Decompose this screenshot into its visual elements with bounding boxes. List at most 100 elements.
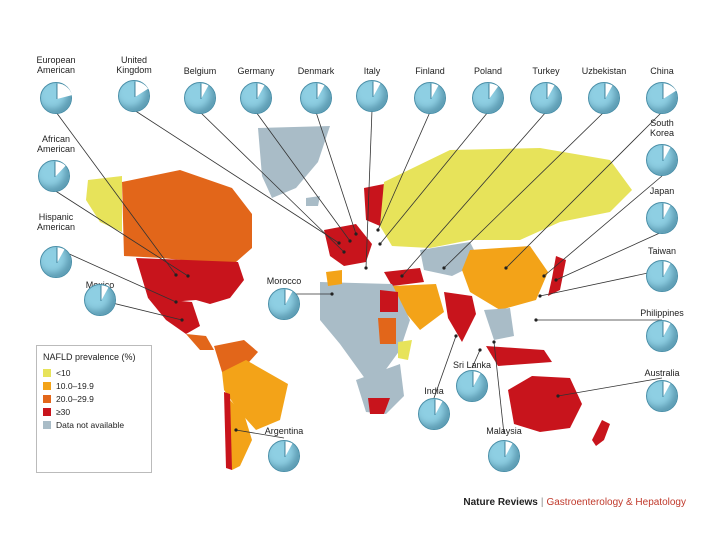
pie-label: Morocco [266,276,302,286]
pie-chart [488,440,520,472]
pie-chart [268,288,300,320]
pie-chart [240,82,272,114]
region-russia [380,148,632,248]
pie-slice [285,289,293,305]
region-new-zealand [592,420,610,446]
legend-item-10-20: 10.0–19.9 [43,380,145,392]
pie-chart [646,202,678,234]
pie-label: African American [36,134,76,154]
region-usa [136,258,244,304]
region-alaska [86,176,122,232]
pie-chart [472,82,504,114]
pie-label: Taiwan [647,246,677,256]
pie-label: Belgium [183,66,217,76]
journal-section: Gastroenterology & Hepatology [546,497,686,508]
pie-slice [663,381,671,397]
pie-chart [38,160,70,192]
region-south-africa [368,398,390,414]
pie-chart [84,284,116,316]
region-iceland [306,196,320,206]
region-india [444,292,476,342]
pie-label: Germany [237,66,275,76]
pie-chart [646,82,678,114]
pie-chart [40,82,72,114]
leader-dots [174,228,560,432]
pie-label: Uzbekistan [581,66,627,76]
pie-chart [118,80,150,112]
pie-slice [257,83,265,99]
pie-label: Poland [473,66,503,76]
region-east-africa [398,340,412,360]
pie-slice [57,247,65,263]
pie-slice [57,83,72,99]
pie-slice [663,261,671,277]
region-turkey [384,268,424,286]
pie-slice [663,145,671,161]
legend-swatch [43,421,51,429]
legend-swatch [43,395,51,403]
pie-slice [101,285,109,301]
pie-chart [300,82,332,114]
journal-name: Nature Reviews [463,497,538,508]
pie-chart [184,82,216,114]
region-southern-cone [226,396,252,470]
pie-label: European American [36,55,76,75]
pie-slice [663,321,671,337]
region-china [462,246,548,310]
pie-slice [473,371,481,387]
pie-label: Turkey [532,66,560,76]
pie-slice [135,81,149,97]
pie-chart [646,380,678,412]
region-sudan [378,318,396,344]
pie-slice [663,83,677,99]
pie-label: India [424,386,444,396]
legend-label: 20.0–29.9 [56,394,94,404]
legend-label: Data not available [56,420,125,430]
legend: NAFLD prevalence (%) <10 10.0–19.9 20.0–… [36,345,152,473]
pie-label: Malaysia [486,426,522,436]
pie-chart [418,398,450,430]
pie-slice [431,83,439,99]
pie-label: Finland [415,66,445,76]
region-brazil [222,360,288,430]
pie-chart [530,82,562,114]
pie-label: Japan [649,186,675,196]
leader-lines [53,109,663,439]
region-central-america [186,334,214,350]
pie-label: United Kingdom [116,55,152,75]
credit-separator: | [540,497,544,508]
pie-slice [285,441,293,457]
pie-label: Philippines [640,308,684,318]
legend-item-20-30: 20.0–29.9 [43,393,145,405]
pie-slice [547,83,555,99]
region-greenland [258,126,330,198]
legend-label: <10 [56,368,71,378]
pie-slice [605,83,613,99]
pie-slice [663,203,671,219]
legend-swatch [43,369,51,377]
region-mexico [148,298,200,334]
pie-chart [268,440,300,472]
pie-slice [373,81,381,97]
pie-label: Australia [644,368,680,378]
region-europe-west [324,224,372,266]
legend-swatch [43,408,51,416]
pie-label: South Korea [649,118,675,138]
pie-label: Hispanic American [36,212,76,232]
legend-item-lt10: <10 [43,367,145,379]
pie-chart [40,246,72,278]
pie-slice [55,161,66,177]
region-africa-south [356,364,404,414]
region-indonesia [486,346,552,366]
pie-chart [588,82,620,114]
legend-item-ge30: ≥30 [43,406,145,418]
legend-label: ≥30 [56,407,71,417]
pie-chart [646,260,678,292]
pie-label: Sri Lanka [452,360,492,370]
region-chile [224,392,232,470]
legend-item-na: Data not available [43,419,145,431]
pie-chart [646,144,678,176]
pie-label: Argentina [264,426,304,436]
pie-slice [505,441,513,457]
